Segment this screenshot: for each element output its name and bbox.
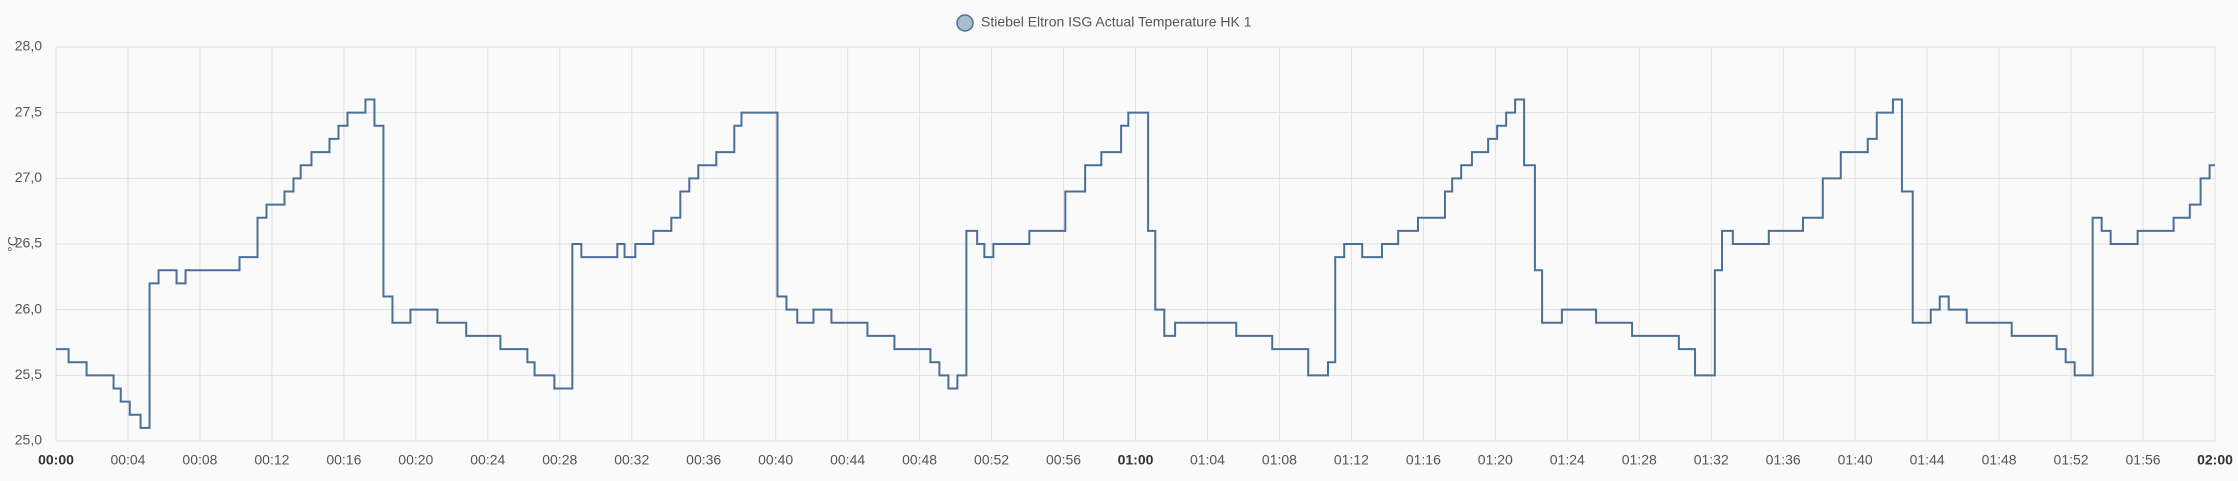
x-tick-label: 00:56 [1046,452,1081,468]
x-tick-label: 01:16 [1406,452,1441,468]
x-tick-label: 01:32 [1694,452,1729,468]
x-tick-label: 00:00 [38,452,74,468]
x-tick-label: 01:52 [2054,452,2089,468]
x-tick-label: 00:24 [470,452,505,468]
y-tick-label: 26,0 [15,300,42,316]
y-tick-label: 27,5 [15,103,42,119]
x-tick-label: 00:08 [182,452,217,468]
x-tick-label: 01:36 [1766,452,1801,468]
legend-label[interactable]: Stiebel Eltron ISG Actual Temperature HK… [981,14,1252,30]
x-tick-label: 00:48 [902,452,937,468]
x-tick-label: 00:12 [254,452,289,468]
series-line [56,98,2215,429]
y-tick-label: 27,0 [15,169,42,185]
y-tick-label: 25,0 [15,432,42,448]
x-tick-label: 01:40 [1838,452,1873,468]
x-tick-label: 00:52 [974,452,1009,468]
x-tick-label: 00:20 [398,452,433,468]
y-tick-label: 28,0 [15,38,42,54]
x-tick-label: 00:32 [614,452,649,468]
x-tick-label: 01:28 [1622,452,1657,468]
x-tick-label: 01:04 [1190,452,1225,468]
x-tick-label: 00:28 [542,452,577,468]
x-tick-label: 01:20 [1478,452,1513,468]
x-tick-label: 00:40 [758,452,793,468]
y-tick-label: 26,5 [15,235,42,251]
x-tick-label: 01:44 [1910,452,1945,468]
x-tick-label: 00:16 [326,452,361,468]
x-tick-label: 01:24 [1550,452,1585,468]
legend-marker[interactable] [956,14,974,32]
y-tick-label: 25,5 [15,366,42,382]
x-tick-label: 01:00 [1118,452,1154,468]
y-axis-label: °C [5,236,21,252]
x-tick-label: 01:08 [1262,452,1297,468]
x-tick-label: 01:12 [1334,452,1369,468]
x-tick-label: 00:44 [830,452,865,468]
x-tick-label: 01:48 [1982,452,2017,468]
x-tick-label: 00:36 [686,452,721,468]
x-tick-label: 02:00 [2197,452,2233,468]
x-tick-label: 01:56 [2126,452,2161,468]
x-tick-label: 00:04 [110,452,145,468]
